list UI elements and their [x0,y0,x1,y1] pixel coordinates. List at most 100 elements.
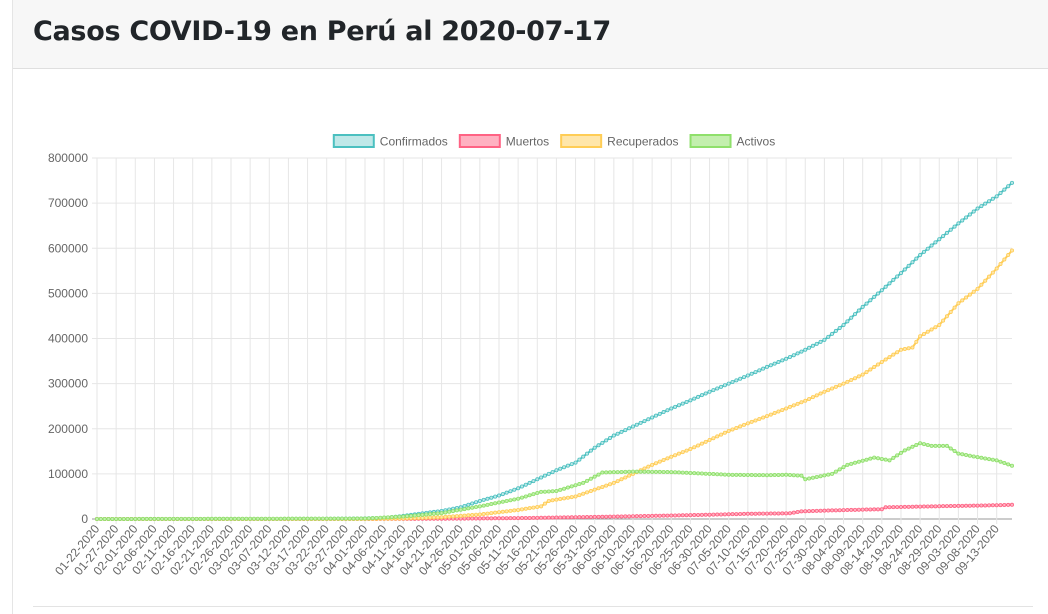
data-point [795,473,800,478]
data-point [979,204,984,209]
data-point [925,442,930,447]
data-point [447,514,452,519]
data-point [868,367,873,372]
chart-series [95,180,1015,522]
data-point [921,504,926,509]
data-point [803,509,808,514]
data-point [719,432,724,437]
data-point [148,516,153,521]
series-line-recuperados [97,249,1013,520]
data-point [485,516,490,521]
data-point [508,516,513,521]
data-point [921,249,926,254]
data-point [202,516,207,521]
data-point [872,455,877,460]
data-point [385,515,390,520]
data-point [539,489,544,494]
data-point [554,468,559,473]
data-point [519,507,524,512]
data-point [585,478,590,483]
data-point [351,516,356,521]
data-point [558,497,563,502]
data-point [630,514,635,519]
data-point [960,218,965,223]
legend-item-confirmados[interactable]: Confirmados [332,134,448,149]
data-point [638,420,643,425]
data-point [964,503,969,508]
legend-item-muertos[interactable]: Muertos [458,134,549,149]
data-point [194,516,199,521]
data-point [527,515,532,520]
data-point [496,510,501,515]
data-point [309,516,314,521]
data-point [102,516,107,521]
data-point [726,512,731,517]
data-point [477,498,482,503]
data-point [232,516,237,521]
chart-legend[interactable]: Confirmados Muertos Recuperados Activos [332,134,776,149]
data-point [661,410,666,415]
data-point [956,301,961,306]
data-point [764,414,769,419]
data-point [642,469,647,474]
data-point [895,505,900,510]
data-point [657,513,662,518]
data-point [914,256,919,261]
data-point [405,514,410,519]
data-point [466,516,471,521]
data-point [849,461,854,466]
y-tick-label: 800000 [48,151,88,165]
data-point [749,473,754,478]
data-point [474,516,479,521]
data-point [761,366,766,371]
data-point [324,516,329,521]
data-point [757,368,762,373]
data-point [627,514,632,519]
data-point [876,456,881,461]
page-title: Casos COVID-19 en Perú al 2020-07-17 [33,16,611,47]
data-point [251,516,256,521]
data-point [657,459,662,464]
data-point [772,361,777,366]
data-point [175,516,180,521]
data-point [531,515,536,520]
data-point [650,469,655,474]
data-point [527,506,532,511]
data-point [167,516,172,521]
data-point [305,516,310,521]
data-point [550,470,555,475]
data-point [722,472,727,477]
data-point [711,436,716,441]
data-point [542,473,547,478]
data-point [902,347,907,352]
data-point [696,443,701,448]
data-point [937,237,942,242]
data-point [336,516,341,521]
legend-item-activos[interactable]: Activos [689,134,776,149]
data-point [646,469,651,474]
data-point [669,470,674,475]
data-point [496,493,501,498]
data-point [198,516,203,521]
data-point [523,515,528,520]
data-point [745,472,750,477]
y-tick-label: 500000 [48,286,88,300]
data-point [604,438,609,443]
data-point [684,399,689,404]
data-point [608,470,613,475]
data-point [944,443,949,448]
data-point [554,497,559,502]
data-point [596,443,601,448]
data-point [439,515,444,520]
data-point [814,474,819,479]
data-point [780,407,785,412]
data-point [742,472,747,477]
data-point [864,370,869,375]
data-point [776,472,781,477]
data-point [531,505,536,510]
data-point [833,469,838,474]
data-point [990,196,995,201]
legend-item-recuperados[interactable]: Recuperados [560,134,679,149]
data-point [512,508,517,513]
data-point [531,492,536,497]
